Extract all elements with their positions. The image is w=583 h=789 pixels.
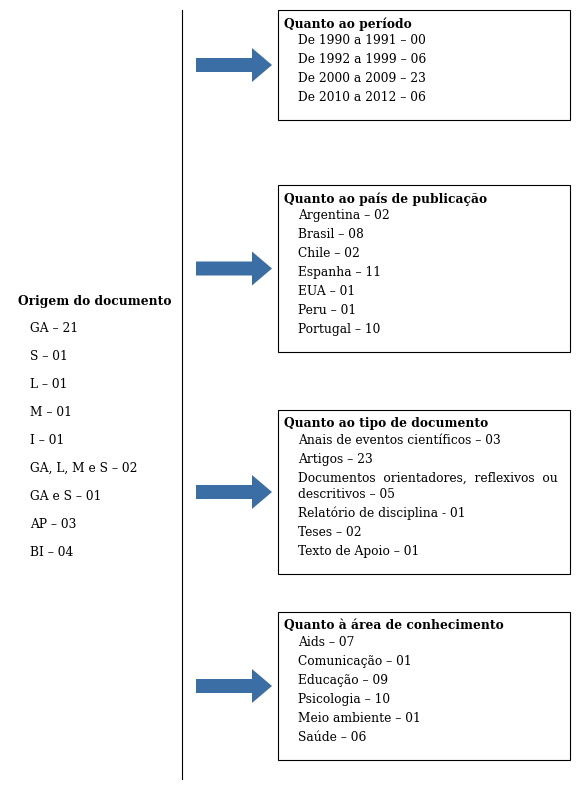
- Text: Quanto à área de conhecimento: Quanto à área de conhecimento: [284, 619, 504, 632]
- Text: BI – 04: BI – 04: [30, 546, 73, 559]
- Polygon shape: [196, 48, 272, 82]
- Text: GA e S – 01: GA e S – 01: [30, 490, 101, 503]
- Text: De 1992 a 1999 – 06: De 1992 a 1999 – 06: [298, 53, 426, 66]
- Text: Argentina – 02: Argentina – 02: [298, 209, 390, 222]
- Polygon shape: [196, 475, 272, 509]
- Text: Educação – 09: Educação – 09: [298, 674, 388, 687]
- Text: De 2000 a 2009 – 23: De 2000 a 2009 – 23: [298, 72, 426, 85]
- Text: De 2010 a 2012 – 06: De 2010 a 2012 – 06: [298, 91, 426, 104]
- Text: GA – 21: GA – 21: [30, 322, 78, 335]
- Text: L – 01: L – 01: [30, 378, 68, 391]
- Text: Origem do documento: Origem do documento: [18, 295, 171, 308]
- Text: EUA – 01: EUA – 01: [298, 285, 355, 298]
- Text: GA, L, M e S – 02: GA, L, M e S – 02: [30, 462, 138, 475]
- Polygon shape: [196, 252, 272, 286]
- Text: Teses – 02: Teses – 02: [298, 526, 361, 539]
- Text: Quanto ao país de publicação: Quanto ao país de publicação: [284, 192, 487, 205]
- Text: Meio ambiente – 01: Meio ambiente – 01: [298, 712, 421, 725]
- FancyBboxPatch shape: [278, 612, 570, 760]
- Text: De 1990 a 1991 – 00: De 1990 a 1991 – 00: [298, 34, 426, 47]
- Text: Peru – 01: Peru – 01: [298, 304, 356, 317]
- Text: Comunicação – 01: Comunicação – 01: [298, 655, 412, 668]
- Text: Espanha – 11: Espanha – 11: [298, 266, 381, 279]
- Polygon shape: [196, 669, 272, 703]
- FancyBboxPatch shape: [278, 410, 570, 574]
- Text: M – 01: M – 01: [30, 406, 72, 419]
- Text: Aids – 07: Aids – 07: [298, 636, 354, 649]
- Text: I – 01: I – 01: [30, 434, 64, 447]
- Text: Brasil – 08: Brasil – 08: [298, 228, 364, 241]
- Text: Quanto ao período: Quanto ao período: [284, 17, 412, 31]
- Text: S – 01: S – 01: [30, 350, 68, 363]
- Text: Artigos – 23: Artigos – 23: [298, 453, 373, 466]
- Text: Saúde – 06: Saúde – 06: [298, 731, 366, 744]
- Text: Documentos  orientadores,  reflexivos  ou: Documentos orientadores, reflexivos ou: [298, 472, 558, 485]
- Text: Chile – 02: Chile – 02: [298, 247, 360, 260]
- Text: Anais de eventos científicos – 03: Anais de eventos científicos – 03: [298, 434, 501, 447]
- Text: Relatório de disciplina - 01: Relatório de disciplina - 01: [298, 507, 465, 521]
- Text: Quanto ao tipo de documento: Quanto ao tipo de documento: [284, 417, 488, 430]
- Text: Texto de Apoio – 01: Texto de Apoio – 01: [298, 545, 419, 558]
- FancyBboxPatch shape: [278, 185, 570, 352]
- FancyBboxPatch shape: [278, 10, 570, 120]
- Text: descritivos – 05: descritivos – 05: [298, 488, 395, 501]
- Text: Portugal – 10: Portugal – 10: [298, 323, 380, 336]
- Text: Psicologia – 10: Psicologia – 10: [298, 693, 390, 706]
- Text: AP – 03: AP – 03: [30, 518, 76, 531]
